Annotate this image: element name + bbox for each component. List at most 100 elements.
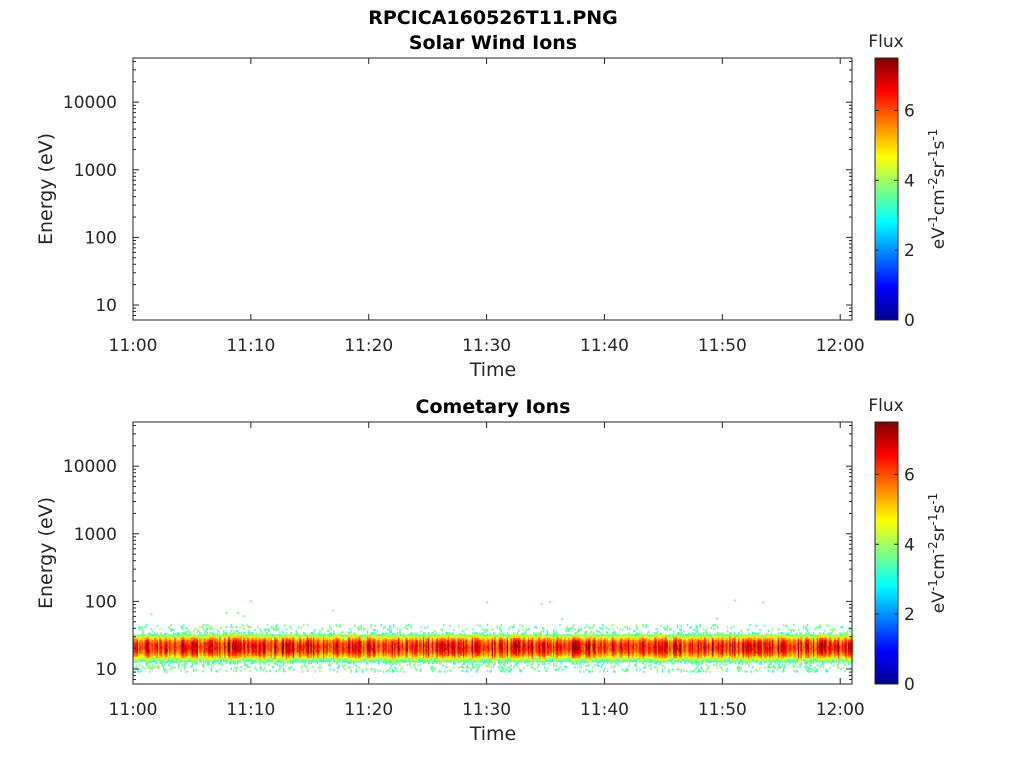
flux-cell	[396, 658, 399, 661]
flux-cell	[395, 660, 397, 663]
flux-cell	[396, 656, 399, 659]
flux-cell	[254, 658, 256, 661]
flux-cell	[370, 644, 372, 647]
flux-cell	[471, 650, 474, 653]
flux-cell	[420, 658, 422, 661]
flux-cell	[429, 656, 431, 659]
flux-cell	[304, 636, 306, 639]
flux-cell	[214, 635, 216, 639]
flux-cell	[138, 634, 140, 637]
flux-cell	[435, 658, 437, 661]
flux-cell	[181, 641, 184, 645]
flux-cell	[191, 664, 194, 668]
flux-cell	[454, 640, 456, 643]
flux-cell	[480, 653, 482, 656]
flux-cell	[218, 646, 220, 649]
flux-cell	[406, 648, 409, 651]
colorbar-tick-label: 2	[904, 241, 915, 261]
flux-cell	[420, 654, 422, 657]
flux-cell	[249, 638, 251, 641]
flux-cell	[360, 654, 362, 658]
flux-cell	[228, 640, 230, 643]
flux-cell	[336, 650, 339, 654]
flux-cell	[175, 658, 177, 661]
flux-cell	[169, 648, 171, 651]
flux-cell	[499, 642, 501, 645]
flux-cell	[335, 638, 337, 641]
flux-cell	[289, 637, 291, 641]
flux-cell	[223, 654, 225, 657]
x-tick-label: 11:10	[226, 336, 275, 356]
flux-cell	[311, 638, 314, 641]
flux-cell	[235, 642, 237, 645]
flux-cell	[311, 642, 314, 645]
flux-cell	[423, 653, 425, 657]
flux-cell	[154, 647, 156, 650]
flux-cell	[400, 635, 402, 639]
flux-cell	[371, 647, 374, 651]
flux-cell	[410, 658, 412, 661]
flux-cell	[290, 635, 292, 639]
flux-cell	[295, 632, 297, 635]
flux-cell	[339, 643, 341, 647]
flux-cell	[430, 647, 432, 651]
flux-cell	[153, 654, 155, 657]
flux-cell	[386, 644, 389, 647]
flux-cell	[318, 638, 320, 641]
flux-cell	[384, 648, 386, 651]
flux-cell	[478, 637, 480, 641]
flux-cell	[343, 642, 345, 645]
flux-cell	[441, 656, 444, 659]
flux-cell	[199, 649, 201, 653]
flux-cell	[345, 650, 347, 653]
flux-cell	[335, 648, 337, 651]
flux-cell	[139, 640, 141, 643]
flux-cell	[169, 662, 171, 665]
flux-cell	[375, 644, 377, 648]
flux-cell	[160, 642, 162, 645]
flux-cell	[404, 648, 406, 652]
flux-cell	[265, 656, 267, 659]
flux-cell	[416, 663, 419, 667]
flux-cell	[419, 651, 421, 655]
flux-cell	[145, 636, 147, 639]
flux-cell	[510, 656, 512, 659]
flux-cell	[211, 639, 214, 642]
flux-cell	[383, 650, 385, 654]
flux-cell	[260, 644, 262, 647]
flux-cell	[324, 642, 326, 645]
flux-cell	[428, 632, 430, 635]
flux-cell	[466, 644, 469, 647]
flux-cell	[244, 658, 246, 661]
flux-cell	[240, 635, 242, 638]
flux-cell	[265, 628, 267, 631]
flux-cell	[315, 646, 317, 649]
flux-cell	[310, 642, 312, 645]
flux-cell	[166, 640, 169, 644]
flux-cell	[353, 636, 355, 639]
flux-cell	[333, 632, 335, 635]
flux-cell	[191, 650, 194, 654]
flux-cell	[318, 646, 320, 649]
flux-cell	[431, 650, 434, 653]
flux-cell	[431, 634, 434, 637]
flux-cell	[216, 654, 219, 657]
flux-cell	[250, 639, 252, 643]
flux-cell	[231, 646, 234, 649]
flux-cell	[425, 642, 427, 645]
flux-cell	[504, 652, 506, 655]
flux-cell	[441, 648, 444, 651]
flux-cell	[281, 644, 284, 647]
flux-cell	[194, 633, 196, 636]
flux-cell	[410, 626, 412, 629]
flux-cell	[183, 660, 185, 663]
flux-cell	[204, 646, 206, 649]
flux-cell	[216, 652, 219, 655]
flux-cell	[220, 650, 222, 653]
flux-cell	[366, 644, 369, 647]
flux-cell	[500, 641, 502, 645]
flux-cell	[184, 642, 186, 645]
flux-cell	[318, 654, 320, 657]
flux-cell	[263, 646, 265, 649]
flux-cell	[464, 650, 466, 654]
